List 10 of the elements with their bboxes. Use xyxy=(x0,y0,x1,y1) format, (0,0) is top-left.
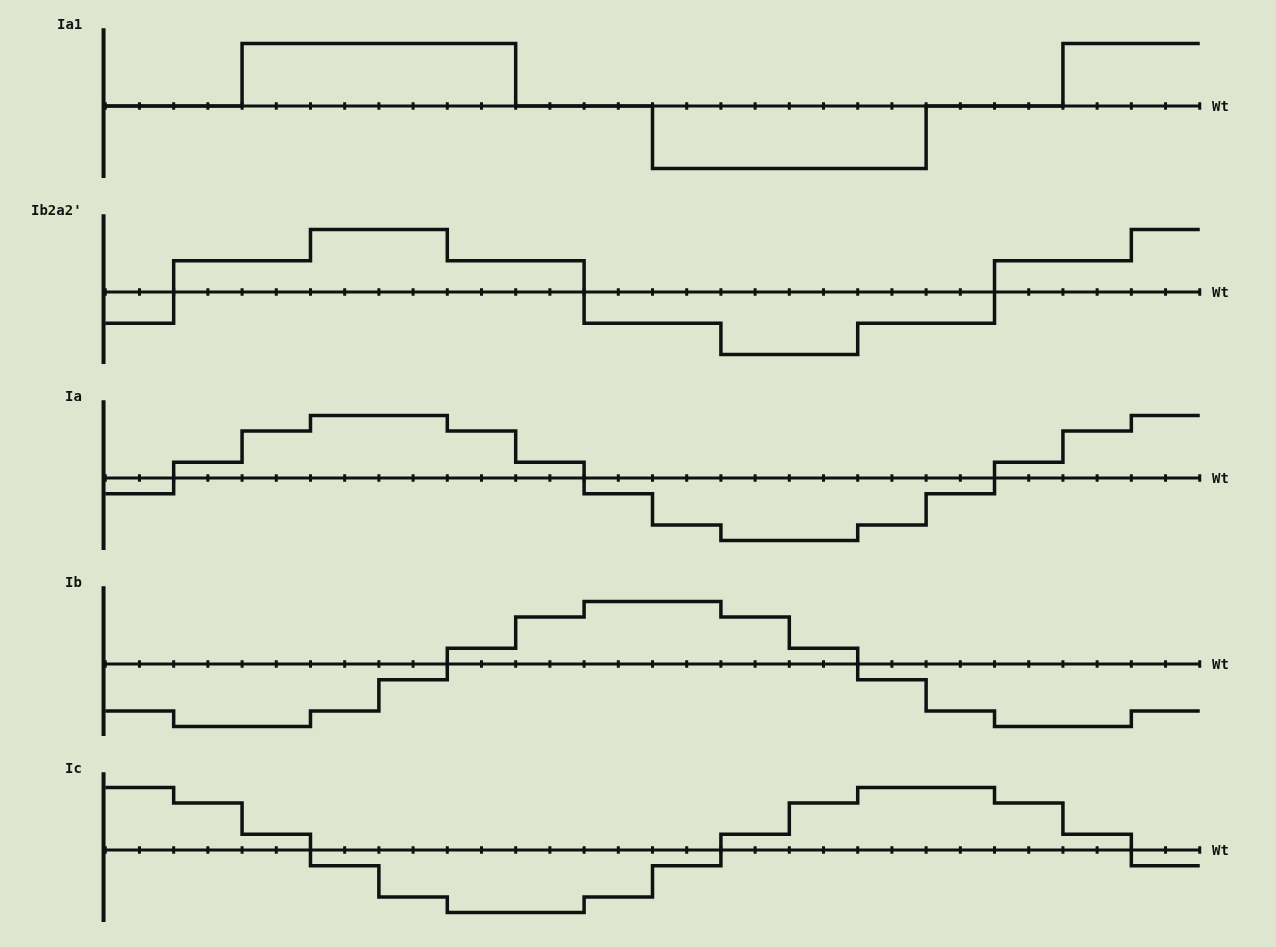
x-axis-title: Wt xyxy=(1212,842,1229,858)
x-axis-title: Wt xyxy=(1212,284,1229,300)
y-axis-title: Ib2a2' xyxy=(31,202,82,218)
y-axis-title: Ic xyxy=(65,760,82,776)
x-axis-title: Wt xyxy=(1212,656,1229,672)
y-axis-title: Ia1 xyxy=(57,16,83,32)
x-axis-title: Wt xyxy=(1212,470,1229,486)
x-axis-title: Wt xyxy=(1212,98,1229,114)
y-axis-title: Ia xyxy=(65,388,82,404)
y-axis-title: Ib xyxy=(65,574,82,590)
